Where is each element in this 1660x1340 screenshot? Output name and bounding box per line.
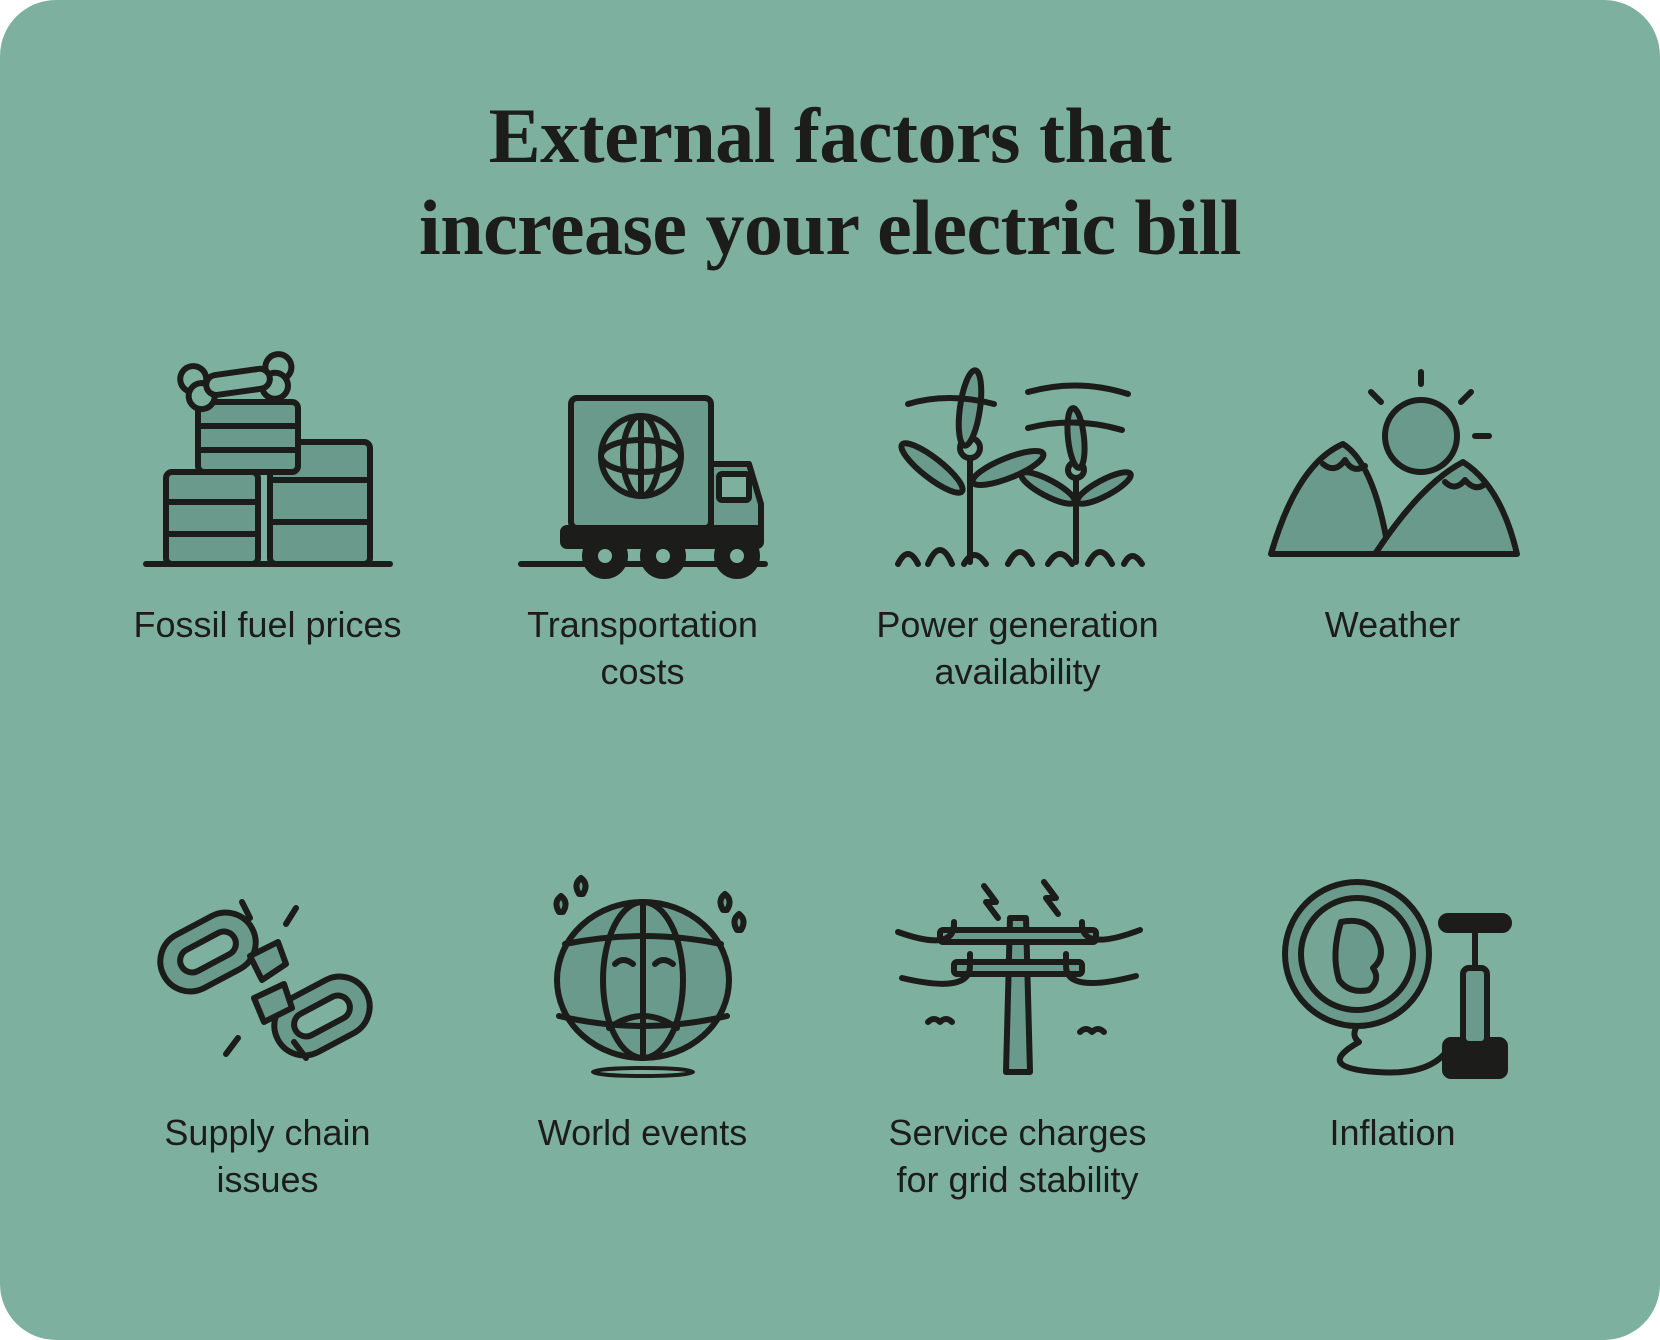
item-power-generation: Power generation availability [850,354,1185,772]
item-weather: Weather [1225,354,1560,772]
item-transportation: Transportation costs [475,354,810,772]
infographic-title: External factors that increase your elec… [100,90,1560,274]
item-inflation: Inflation [1225,862,1560,1280]
truck-globe-icon [503,354,783,574]
item-world-events: World events [475,862,810,1280]
item-fossil-fuel: Fossil fuel prices [100,354,435,772]
coin-pump-icon [1253,862,1533,1082]
broken-chain-icon [128,862,408,1082]
power-pole-icon [878,862,1158,1082]
barrels-bone-icon [128,354,408,574]
item-service-charges: Service charges for grid stability [850,862,1185,1280]
wind-turbines-icon [878,354,1158,574]
item-label: World events [538,1110,747,1157]
item-label: Fossil fuel prices [133,602,401,649]
item-label: Service charges for grid stability [868,1110,1168,1204]
infographic-card: External factors that increase your elec… [0,0,1660,1340]
item-label: Power generation availability [868,602,1168,696]
crying-globe-icon [503,862,783,1082]
title-line-1: External factors that [489,92,1172,179]
item-label: Transportation costs [493,602,793,696]
item-supply-chain: Supply chain issues [100,862,435,1280]
item-label: Inflation [1329,1110,1455,1157]
item-label: Supply chain issues [118,1110,418,1204]
sun-mountains-icon [1253,354,1533,574]
title-line-2: increase your electric bill [419,184,1241,271]
infographic-grid: Fossil fuel prices [100,354,1560,1280]
item-label: Weather [1325,602,1460,649]
